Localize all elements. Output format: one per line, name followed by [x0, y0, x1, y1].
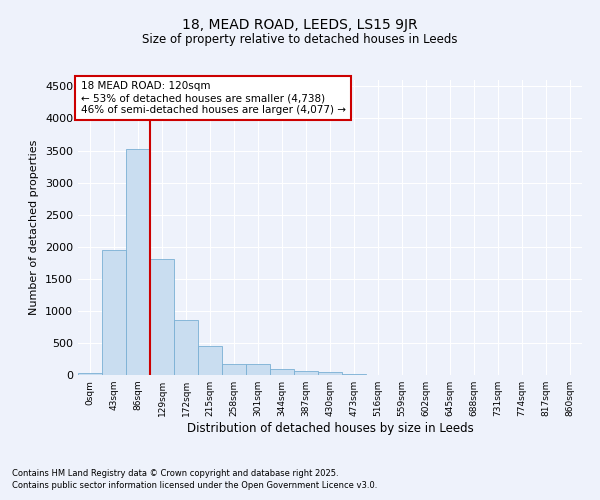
Bar — [78, 373, 102, 375]
Text: Size of property relative to detached houses in Leeds: Size of property relative to detached ho… — [142, 32, 458, 46]
Bar — [198, 346, 222, 375]
Bar — [246, 364, 270, 375]
Text: Contains HM Land Registry data © Crown copyright and database right 2025.: Contains HM Land Registry data © Crown c… — [12, 468, 338, 477]
Bar — [222, 364, 246, 375]
Bar — [174, 320, 198, 375]
Text: 18, MEAD ROAD, LEEDS, LS15 9JR: 18, MEAD ROAD, LEEDS, LS15 9JR — [182, 18, 418, 32]
Bar — [294, 371, 318, 375]
Text: Contains public sector information licensed under the Open Government Licence v3: Contains public sector information licen… — [12, 481, 377, 490]
Bar — [270, 369, 294, 375]
Text: 18 MEAD ROAD: 120sqm
← 53% of detached houses are smaller (4,738)
46% of semi-de: 18 MEAD ROAD: 120sqm ← 53% of detached h… — [80, 82, 346, 114]
Bar — [150, 259, 174, 375]
X-axis label: Distribution of detached houses by size in Leeds: Distribution of detached houses by size … — [187, 422, 473, 435]
Bar — [126, 150, 150, 375]
Bar — [318, 372, 342, 375]
Bar — [102, 250, 126, 375]
Y-axis label: Number of detached properties: Number of detached properties — [29, 140, 40, 315]
Bar — [342, 374, 366, 375]
